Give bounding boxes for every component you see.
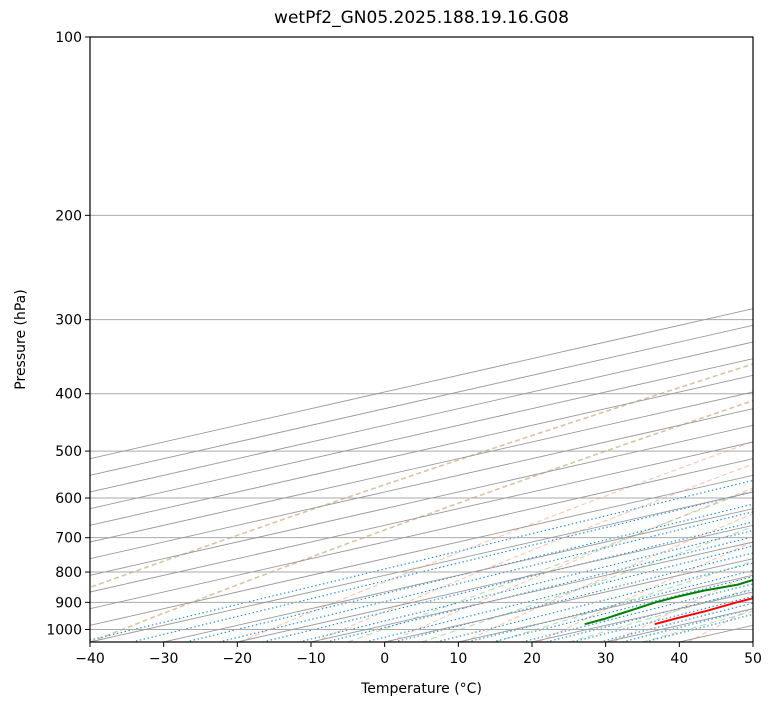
x-tick-label: −40: [75, 651, 105, 667]
x-tick-label: 30: [597, 651, 615, 667]
x-tick-label: 50: [744, 651, 762, 667]
mixing-ratio-line: [521, 583, 753, 642]
background-grid: [90, 37, 775, 642]
y-tick-label: 1000: [46, 622, 82, 638]
dry-adiabat: [463, 513, 753, 642]
isotherm-line: [90, 441, 753, 593]
mixing-ratio-line: [599, 602, 753, 642]
isotherm-line: [90, 458, 753, 610]
mixing-ratio-line: [365, 545, 753, 642]
x-tick-label: 0: [380, 651, 389, 667]
dry-adiabat: [538, 541, 753, 642]
dry-adiabat: [90, 363, 753, 589]
dry-adiabat: [90, 399, 753, 642]
isotherm-line: [90, 474, 753, 626]
moist-adiabat: [421, 526, 753, 642]
isotherm-line: [90, 308, 753, 460]
y-tick-label: 700: [55, 531, 82, 547]
moist-adiabat: [568, 587, 753, 642]
mixing-ratio-line: [299, 529, 753, 642]
isotherm-line: [90, 391, 753, 543]
y-tick-label: 600: [55, 491, 82, 507]
dry-adiabat: [389, 487, 753, 642]
mixing-ratio-line: [492, 575, 753, 642]
x-tick-label: −10: [296, 651, 326, 667]
moist-adiabat: [347, 488, 753, 642]
dry-adiabat: [763, 37, 775, 642]
y-tick-label: 200: [55, 208, 82, 224]
dewpoint-profile: [584, 578, 753, 626]
isotherm-line: [90, 408, 753, 560]
isotherm-line: [237, 524, 753, 642]
isotherm-line: [384, 558, 753, 642]
y-tick-label: 300: [55, 313, 82, 329]
moist-adiabat: [495, 560, 753, 642]
moist-adiabat: [642, 610, 753, 642]
isotherm-line: [90, 358, 753, 510]
x-tick-label: −30: [149, 651, 179, 667]
isotherm-line: [679, 624, 753, 642]
mixing-ratio-line: [436, 562, 753, 642]
axes: −40 −30 −20 −10 0 10 20 30 40 50 100 200 300 400 500 60…: [13, 30, 762, 697]
dry-adiabat: [314, 463, 753, 642]
isotherm-line: [163, 508, 753, 642]
y-tick-label: 100: [55, 30, 82, 46]
mixing-ratio-line: [90, 479, 753, 641]
isotherm-line: [531, 591, 753, 642]
y-tick-label: 400: [55, 387, 82, 403]
y-tick-label: 500: [55, 444, 82, 460]
mixing-ratio-line: [325, 536, 753, 642]
isotherm-line: [310, 541, 753, 642]
y-tick-label: 800: [55, 565, 82, 581]
y-tick-label: 900: [55, 595, 82, 611]
chart-title: wetPf2_GN05.2025.188.19.16.G08: [274, 8, 569, 28]
isotherm-line: [90, 341, 753, 493]
isotherm-line: [90, 491, 753, 642]
data-layer: [584, 578, 753, 626]
isotherm-line: [752, 641, 753, 642]
x-tick-label: 20: [523, 651, 541, 667]
dry-adiabat: [239, 441, 753, 642]
mixing-ratio-line: [572, 595, 753, 642]
x-tick-label: −20: [223, 651, 253, 667]
x-tick-label: 10: [449, 651, 467, 667]
plot-frame: [89, 36, 754, 643]
isotherm-line: [90, 374, 753, 526]
isotherm-line: [90, 324, 753, 476]
temperature-profile: [654, 597, 753, 626]
isotherm-line: [90, 424, 753, 576]
x-tick-label: 40: [670, 651, 688, 667]
x-axis-title: Temperature (°C): [360, 681, 482, 697]
y-axis-title: Pressure (hPa): [13, 289, 29, 389]
mixing-ratio-line: [131, 491, 753, 642]
